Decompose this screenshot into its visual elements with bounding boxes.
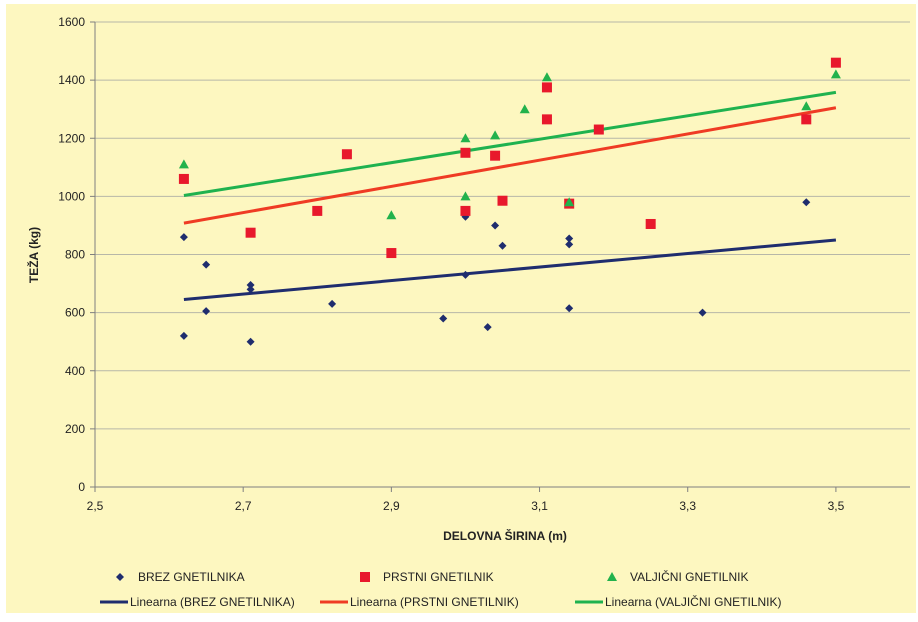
data-point: [178, 173, 189, 184]
data-point: [802, 198, 811, 207]
data-point: [328, 299, 337, 308]
data-point: [519, 104, 530, 114]
data-point: [801, 114, 812, 125]
x-tick-label: 2,7: [235, 499, 252, 513]
legend-label: VALJIČNI GNETILNIK: [630, 569, 748, 584]
data-point: [460, 147, 471, 158]
data-points: [178, 57, 841, 346]
data-point: [541, 72, 552, 82]
data-point: [178, 159, 189, 169]
x-tick-label: 3,5: [828, 499, 845, 513]
data-point: [439, 314, 448, 323]
data-point: [179, 233, 188, 242]
chart-background: [6, 4, 916, 613]
data-point: [341, 149, 352, 160]
data-point: [245, 227, 256, 238]
data-point: [491, 221, 500, 230]
data-point: [541, 82, 552, 93]
data-point: [386, 248, 397, 259]
data-point: [246, 285, 255, 294]
data-point: [698, 308, 707, 317]
y-tick-label: 600: [65, 306, 85, 320]
data-point: [564, 197, 575, 207]
data-point: [645, 218, 656, 229]
y-axis-title: TEŽA (kg): [26, 227, 41, 283]
y-tick-label: 200: [65, 422, 85, 436]
data-point: [312, 205, 323, 216]
legend-marker: [607, 572, 617, 581]
data-point: [246, 337, 255, 346]
data-point: [460, 205, 471, 216]
data-point: [202, 307, 211, 316]
x-tick-label: 3,1: [531, 499, 548, 513]
data-point: [498, 241, 507, 250]
data-point: [565, 304, 574, 313]
legend-marker: [360, 572, 370, 582]
legend-label: PRSTNI GNETILNIK: [383, 570, 494, 584]
data-point: [830, 69, 841, 79]
data-point: [202, 260, 211, 269]
data-point: [801, 101, 812, 111]
grid-lines: [95, 21, 910, 430]
y-tick-label: 1000: [58, 189, 85, 203]
axis-labels: DELOVNA ŠIRINA (m) TEŽA (kg): [26, 227, 567, 543]
y-tick-label: 800: [65, 248, 85, 262]
y-tick-label: 1400: [58, 73, 85, 87]
legend-label: Linearna (BREZ GNETILNIKA): [130, 595, 295, 609]
data-point: [565, 234, 574, 243]
y-tick-label: 400: [65, 364, 85, 378]
data-point: [179, 331, 188, 340]
data-point: [460, 191, 471, 201]
legend-label: Linearna (VALJIČNI GNETILNIK): [605, 594, 782, 609]
x-tick-label: 3,3: [679, 499, 696, 513]
trendline: [183, 90, 837, 197]
legend-marker: [116, 573, 124, 581]
data-point: [483, 323, 492, 332]
data-point: [541, 114, 552, 125]
x-axis-title: DELOVNA ŠIRINA (m): [443, 528, 567, 543]
data-point: [593, 124, 604, 135]
data-point: [386, 210, 397, 220]
x-tick-label: 2,5: [87, 499, 104, 513]
data-point: [490, 150, 501, 161]
data-point: [490, 130, 501, 140]
legend: BREZ GNETILNIKA PRSTNI GNETILNIK VALJIČNI …: [100, 569, 782, 609]
trendline: [183, 106, 837, 225]
data-point: [497, 195, 508, 206]
axes: 0 200 400 600 800 1000 1200 1400 1600 2,5 2,7 2,9 3,…: [58, 15, 910, 513]
x-tick-label: 2,9: [383, 499, 400, 513]
y-tick-label: 1600: [58, 15, 85, 29]
y-tick-label: 0: [78, 480, 85, 494]
data-point: [461, 270, 470, 279]
legend-label: BREZ GNETILNIKA: [138, 570, 245, 584]
data-point: [565, 240, 574, 249]
trendlines: [183, 90, 837, 302]
data-point: [830, 57, 841, 68]
trendline: [183, 238, 837, 302]
data-point: [246, 281, 255, 290]
legend-label: Linearna (PRSTNI GNETILNIK): [350, 595, 519, 609]
data-point: [460, 133, 471, 143]
y-tick-label: 1200: [58, 131, 85, 145]
